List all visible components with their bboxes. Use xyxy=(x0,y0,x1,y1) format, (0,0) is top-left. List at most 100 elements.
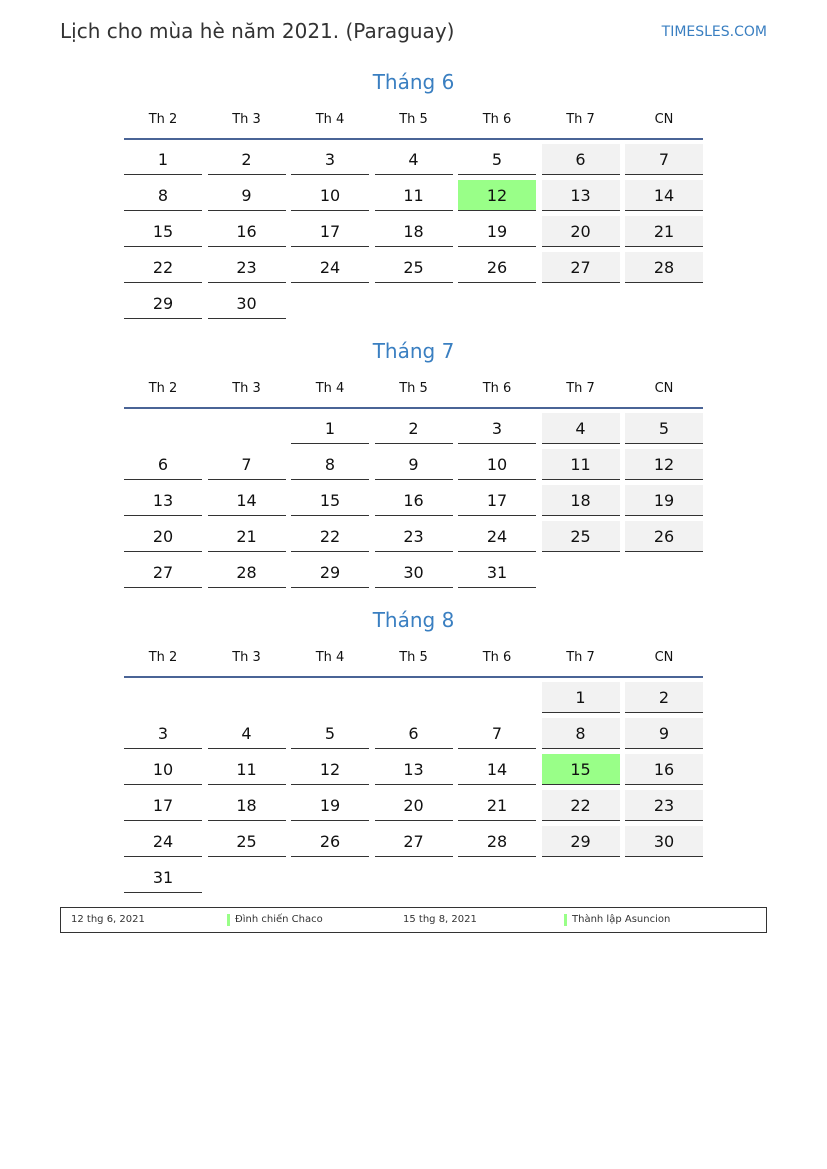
day-cell: 27 xyxy=(124,557,202,588)
day-cell: 13 xyxy=(541,180,620,211)
day-cell: 1 xyxy=(124,144,202,175)
day-cell: 14 xyxy=(458,754,536,785)
day-cell: 23 xyxy=(207,252,286,283)
day-cell: 17 xyxy=(291,216,369,247)
day-cell: 30 xyxy=(207,288,286,319)
day-cell: 9 xyxy=(374,449,453,480)
day-cell: 22 xyxy=(124,252,202,283)
weekday-header: Th 7 xyxy=(566,381,595,396)
day-cell: 26 xyxy=(625,521,703,552)
header-divider xyxy=(124,676,703,678)
day-cell: 27 xyxy=(541,252,620,283)
weekday-header: Th 6 xyxy=(482,112,512,127)
holiday-marker xyxy=(564,914,567,926)
day-cell: 22 xyxy=(291,521,369,552)
day-cell: 8 xyxy=(541,718,620,749)
day-cell: 14 xyxy=(625,180,703,211)
day-cell: 4 xyxy=(541,413,620,444)
month-title: Tháng 6 xyxy=(372,70,455,94)
legend-name: Đình chiến Chaco xyxy=(235,914,323,925)
day-cell: 30 xyxy=(374,557,453,588)
weekday-header: Th 5 xyxy=(399,381,428,396)
day-cell: 16 xyxy=(374,485,453,516)
day-cell: 9 xyxy=(207,180,286,211)
day-cell: 15 xyxy=(291,485,369,516)
day-cell: 16 xyxy=(207,216,286,247)
weekday-header: Th 2 xyxy=(148,112,178,127)
month-title: Tháng 8 xyxy=(372,608,455,632)
weekday-header: Th 2 xyxy=(148,650,178,665)
day-cell: 19 xyxy=(291,790,369,821)
day-cell: 29 xyxy=(541,826,620,857)
day-cell: 25 xyxy=(207,826,286,857)
day-cell: 15 xyxy=(124,216,202,247)
day-cell: 18 xyxy=(541,485,620,516)
weekday-header: CN xyxy=(654,650,674,665)
site-link[interactable]: TIMESLES.COM xyxy=(661,24,767,40)
day-cell: 4 xyxy=(374,144,453,175)
day-cell: 10 xyxy=(291,180,369,211)
day-cell: 11 xyxy=(207,754,286,785)
day-cell: 24 xyxy=(291,252,369,283)
weekday-header: Th 7 xyxy=(566,650,595,665)
day-cell: 21 xyxy=(207,521,286,552)
day-cell: 12 xyxy=(291,754,369,785)
day-cell: 1 xyxy=(291,413,369,444)
day-cell: 10 xyxy=(124,754,202,785)
weekday-header: CN xyxy=(654,112,674,127)
day-cell: 11 xyxy=(541,449,620,480)
legend-date: 12 thg 6, 2021 xyxy=(71,914,145,925)
day-cell: 29 xyxy=(291,557,369,588)
weekday-header: Th 2 xyxy=(148,381,178,396)
day-cell: 19 xyxy=(625,485,703,516)
page-title: Lịch cho mùa hè năm 2021. (Paraguay) xyxy=(60,19,455,43)
day-cell: 24 xyxy=(124,826,202,857)
day-cell: 21 xyxy=(458,790,536,821)
weekday-header: Th 4 xyxy=(315,112,345,127)
month-title: Tháng 7 xyxy=(372,339,455,363)
day-cell: 6 xyxy=(374,718,453,749)
day-cell: 1 xyxy=(541,682,620,713)
header-divider xyxy=(124,407,703,409)
day-cell: 5 xyxy=(291,718,369,749)
day-cell: 5 xyxy=(458,144,536,175)
day-cell: 8 xyxy=(291,449,369,480)
holiday-legend: 12 thg 6, 2021 Đình chiến Chaco 15 thg 8… xyxy=(60,907,767,933)
day-cell: 24 xyxy=(458,521,536,552)
day-cell: 10 xyxy=(458,449,536,480)
day-cell: 8 xyxy=(124,180,202,211)
day-cell: 28 xyxy=(458,826,536,857)
day-cell: 20 xyxy=(374,790,453,821)
holiday-day-cell: 12 xyxy=(458,180,536,211)
weekday-header: Th 3 xyxy=(232,112,261,127)
weekday-header: Th 7 xyxy=(566,112,595,127)
weekday-header: Th 4 xyxy=(315,381,345,396)
day-cell: 9 xyxy=(625,718,703,749)
day-cell: 2 xyxy=(374,413,453,444)
day-cell: 19 xyxy=(458,216,536,247)
day-cell: 22 xyxy=(541,790,620,821)
day-cell: 7 xyxy=(458,718,536,749)
weekday-header: CN xyxy=(654,381,674,396)
weekday-header: Th 5 xyxy=(399,112,428,127)
day-cell: 27 xyxy=(374,826,453,857)
day-cell: 20 xyxy=(124,521,202,552)
day-cell: 28 xyxy=(207,557,286,588)
weekday-header: Th 6 xyxy=(482,650,512,665)
legend-name: Thành lập Asuncion xyxy=(572,914,671,925)
day-cell: 12 xyxy=(625,449,703,480)
day-cell: 13 xyxy=(374,754,453,785)
day-cell: 31 xyxy=(458,557,536,588)
day-cell: 7 xyxy=(625,144,703,175)
day-cell: 26 xyxy=(458,252,536,283)
day-cell: 21 xyxy=(625,216,703,247)
day-cell: 23 xyxy=(625,790,703,821)
weekday-header: Th 3 xyxy=(232,650,261,665)
day-cell: 7 xyxy=(207,449,286,480)
day-cell: 20 xyxy=(541,216,620,247)
day-cell: 17 xyxy=(458,485,536,516)
day-cell: 6 xyxy=(541,144,620,175)
header-divider xyxy=(124,138,703,140)
day-cell: 25 xyxy=(541,521,620,552)
